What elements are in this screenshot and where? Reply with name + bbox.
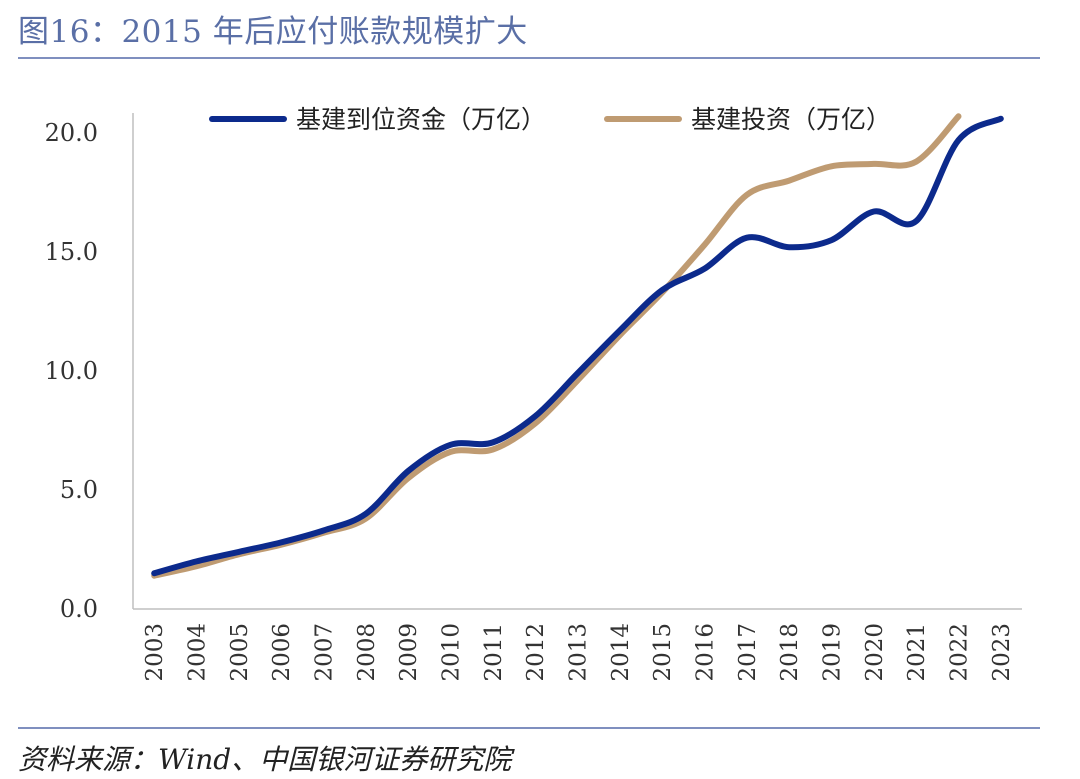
x-tick-label: 2009 bbox=[396, 623, 422, 682]
top-divider bbox=[18, 57, 1040, 59]
y-tick-label: 0.0 bbox=[60, 595, 98, 623]
x-tick-labels: 2003 2004 2005 2006 2007 2008 2009 2010 2011 2012… bbox=[142, 623, 1015, 682]
x-tick-label: 2005 bbox=[227, 623, 253, 682]
y-tick-labels: 0.0 5.0 10.0 15.0 20.0 bbox=[45, 119, 98, 623]
source-note: 资料来源：Wind、中国银河证券研究院 bbox=[18, 743, 512, 776]
x-tick-label: 2003 bbox=[142, 623, 168, 682]
x-tick-label: 2016 bbox=[693, 623, 719, 682]
x-tick-label: 2023 bbox=[989, 623, 1015, 682]
bottom-divider bbox=[18, 727, 1040, 729]
x-tick-label: 2020 bbox=[862, 623, 888, 682]
x-tick-label: 2013 bbox=[566, 623, 592, 682]
x-tick-label: 2012 bbox=[523, 623, 549, 682]
x-tick-label: 2006 bbox=[269, 623, 295, 682]
x-tick-label: 2015 bbox=[650, 623, 676, 682]
y-tick-label: 20.0 bbox=[45, 119, 98, 147]
legend-label: 基建投资（万亿） bbox=[691, 105, 891, 134]
series-line-funding bbox=[151, 115, 1004, 577]
y-tick-label: 10.0 bbox=[45, 357, 98, 385]
x-tick-label: 2017 bbox=[735, 623, 761, 682]
series-lines bbox=[151, 113, 1004, 579]
x-tick-label: 2022 bbox=[947, 623, 973, 682]
x-tick-label: 2019 bbox=[820, 623, 846, 682]
series-line-investment bbox=[151, 113, 962, 579]
x-tick-label: 2014 bbox=[608, 623, 634, 682]
x-tick-label: 2008 bbox=[354, 623, 380, 682]
x-tick-label: 2007 bbox=[312, 623, 338, 682]
y-tick-label: 5.0 bbox=[60, 476, 98, 504]
x-tick-label: 2010 bbox=[439, 623, 465, 682]
figure-title: 图16：2015 年后应付账款规模扩大 bbox=[18, 14, 528, 50]
x-tick-label: 2018 bbox=[777, 623, 803, 682]
legend: 基建到位资金（万亿） 基建投资（万亿） bbox=[209, 105, 891, 134]
axes bbox=[132, 113, 1022, 610]
x-tick-label: 2021 bbox=[904, 623, 930, 682]
x-tick-label: 2004 bbox=[185, 623, 211, 682]
x-tick-label: 2011 bbox=[481, 623, 507, 682]
legend-label: 基建到位资金（万亿） bbox=[296, 105, 546, 134]
y-tick-label: 15.0 bbox=[45, 238, 98, 266]
